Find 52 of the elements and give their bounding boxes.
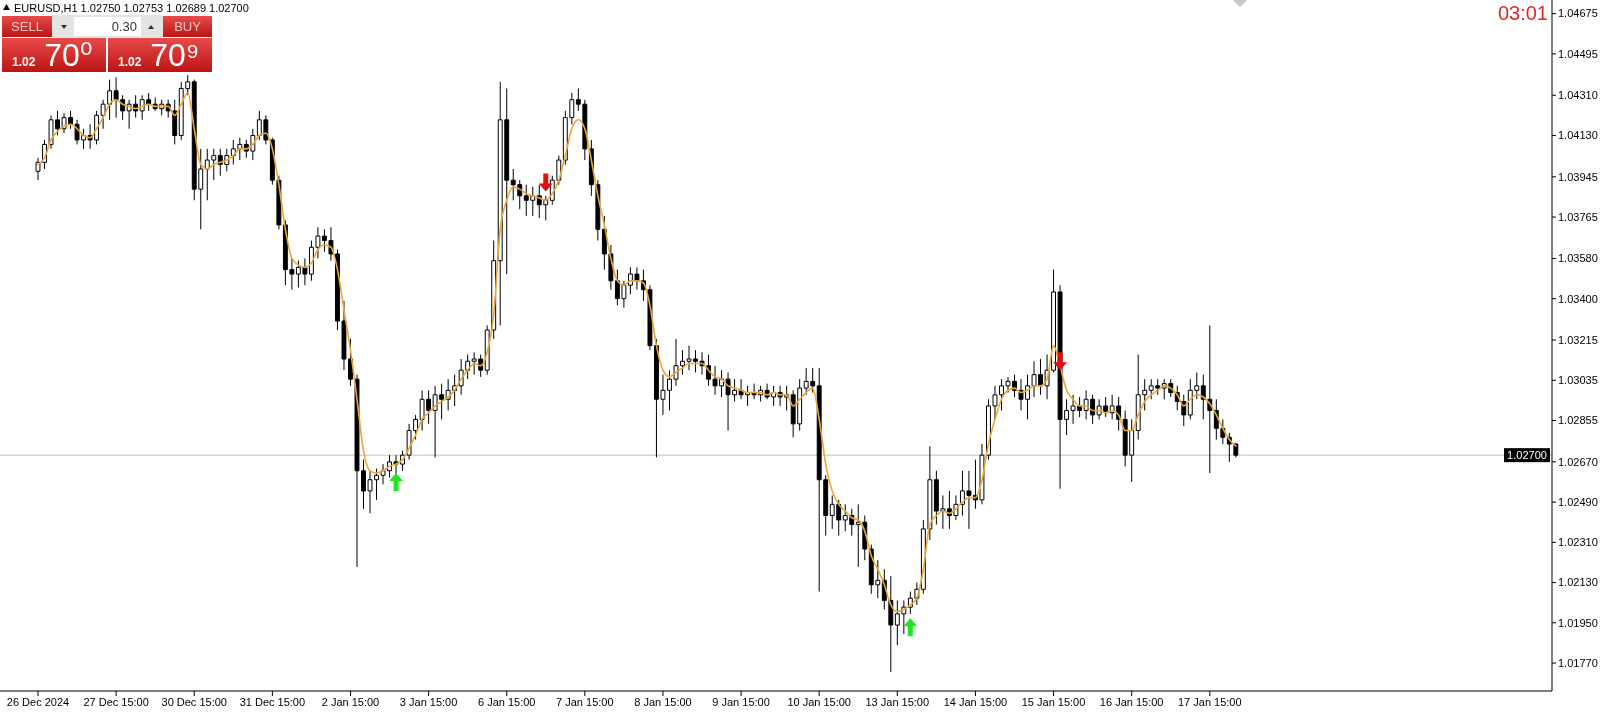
x-tick-label: 9 Jan 15:00 <box>712 696 770 708</box>
x-tick-label: 3 Jan 15:00 <box>399 696 458 708</box>
x-tick-label: 26 Dec 2024 <box>6 696 70 708</box>
annotation: BUY <box>174 19 202 34</box>
candlestick <box>172 99 178 145</box>
ref-line-label: 1.02700 <box>1507 449 1547 461</box>
y-tick-label: 1.03035 <box>1558 374 1598 387</box>
y-tick-label: 1.04130 <box>1558 129 1598 142</box>
y-tick-label: 1.04310 <box>1558 89 1598 102</box>
text: 03:01 <box>1497 2 1548 24</box>
x-tick-label: 6 Jan 15:00 <box>477 696 536 708</box>
y-tick-label: 1.02490 <box>1558 495 1598 508</box>
y-tick-label: 1.02670 <box>1558 455 1598 468</box>
chart-title: EURUSD,H1 1.02750 1.02753 1.02689 1.02700 <box>14 2 249 14</box>
x-tick-label: 31 Dec 15:00 <box>239 696 306 708</box>
candlestick <box>855 503 861 568</box>
y-tick-label: 1.02130 <box>1558 576 1598 589</box>
y-tick-label: 1.03215 <box>1558 333 1598 346</box>
x-tick-label: 15 Jan 15:00 <box>1021 696 1086 708</box>
annotation: 1.02 70⁹ <box>118 37 200 73</box>
x-tick-label: 2 Jan 15:00 <box>321 696 380 708</box>
x-tick-label: 27 Dec 15:00 <box>83 696 149 708</box>
y-tick-label: 1.01950 <box>1558 616 1598 629</box>
y-tick-label: 1.04675 <box>1558 7 1598 20</box>
x-tick-label: 8 Jan 15:00 <box>634 696 692 708</box>
candlestick <box>888 575 894 673</box>
y-tick-label: 1.03580 <box>1558 252 1598 265</box>
x-tick-label: 10 Jan 15:00 <box>787 696 852 708</box>
annotation: 0.30 <box>111 19 137 34</box>
point <box>1053 352 1068 371</box>
annotation: SELL <box>11 19 43 34</box>
x-tick-label: 13 Jan 15:00 <box>865 696 930 708</box>
y-tick-label: 1.02310 <box>1558 536 1598 549</box>
x-tick-label: 14 Jan 15:00 <box>943 696 1008 708</box>
y-tick-label: 1.02855 <box>1558 414 1598 427</box>
point <box>903 618 918 637</box>
candlestick <box>1200 374 1206 420</box>
candlestick <box>1233 442 1239 459</box>
x-tick-label: 16 Jan 15:00 <box>1099 696 1164 708</box>
point <box>389 472 404 491</box>
point <box>538 173 553 192</box>
x-tick-label: 30 Dec 15:00 <box>161 696 227 708</box>
line-series <box>37 92 1237 613</box>
y-tick-label: 1.01770 <box>1558 656 1598 669</box>
y-tick-label: 1.03400 <box>1558 292 1598 305</box>
annotation: 1.02 70⁰ <box>12 37 93 73</box>
y-tick-label: 1.03945 <box>1558 170 1598 183</box>
x-tick-label: 7 Jan 15:00 <box>556 696 614 708</box>
y-tick-label: 1.04495 <box>1558 47 1598 60</box>
candlestick <box>1207 324 1213 474</box>
y-tick-label: 1.03765 <box>1558 210 1598 223</box>
x-tick-label: 17 Jan 15:00 <box>1177 696 1242 708</box>
